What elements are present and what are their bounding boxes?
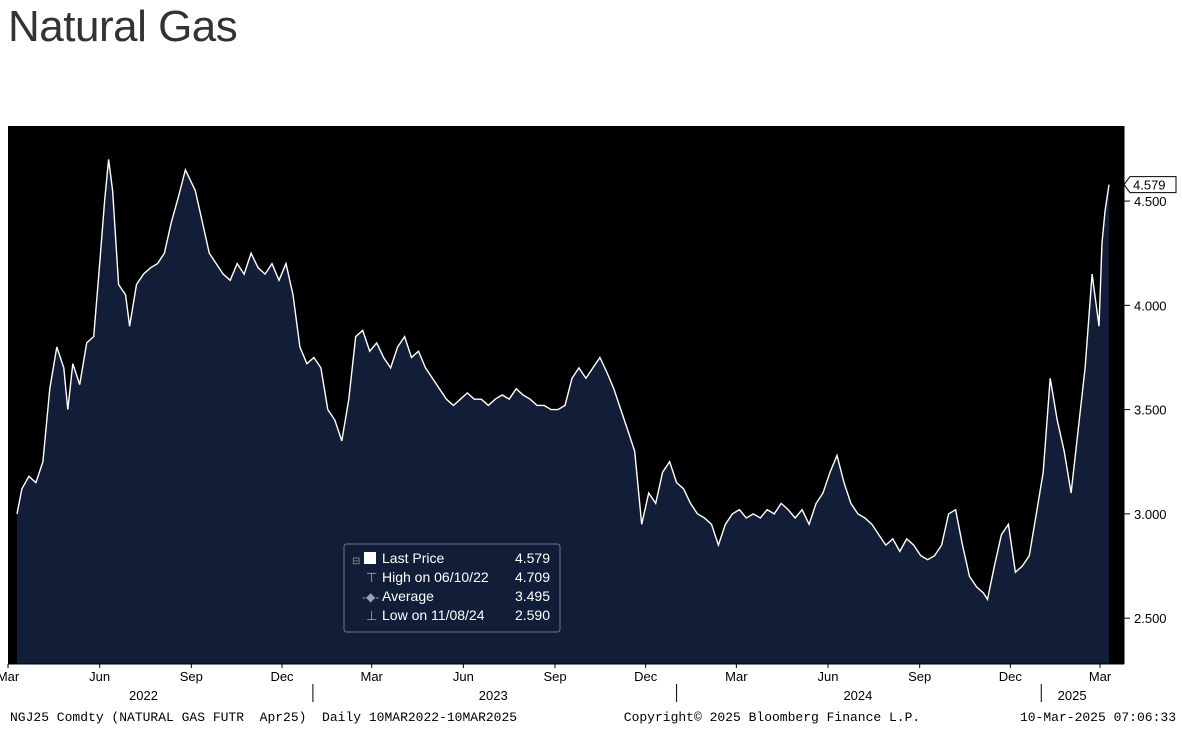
x-tick-label: Mar — [1089, 669, 1112, 684]
x-tick-label: Dec — [634, 669, 658, 684]
page-title: Natural Gas — [8, 2, 238, 51]
legend-high-icon: ⊤ — [366, 570, 377, 585]
y-tick-label: 2.500 — [1134, 611, 1167, 626]
legend-box: ⊟ Last Price 4.579 ⊤ High on 06/10/22 4.… — [343, 543, 561, 633]
x-tick-label: Jun — [818, 669, 839, 684]
x-tick-label: Jun — [89, 669, 110, 684]
legend-high-value: 4.709 — [515, 569, 550, 585]
chart-container: 2.500 3.000 3.500 4.000 4.500 Mar Jun Sep Dec Ma… — [0, 126, 1182, 726]
y-tick-label: 3.000 — [1134, 507, 1167, 522]
legend-last-price-label: Last Price — [382, 550, 444, 566]
legend-average-icon: -◆- — [362, 590, 379, 604]
legend-collapse-icon[interactable]: ⊟ — [352, 556, 360, 567]
x-tick-label: Sep — [908, 669, 931, 684]
last-price-marker: 4.579 — [1123, 176, 1177, 194]
legend-last-price-swatch — [364, 552, 376, 564]
x-tick-label: Jun — [453, 669, 474, 684]
x-tick-label: Sep — [543, 669, 566, 684]
x-tick-label: Sep — [180, 669, 203, 684]
x-year-label: 2025 — [1058, 688, 1087, 703]
x-year-label: 2024 — [843, 688, 872, 703]
legend-last-price-value: 4.579 — [515, 550, 550, 566]
x-tick-label: Mar — [0, 669, 20, 684]
y-tick-label: 3.500 — [1134, 403, 1167, 418]
legend-low-label: Low on 11/08/24 — [382, 607, 485, 623]
x-tick-label: Mar — [360, 669, 383, 684]
price-chart: 2.500 3.000 3.500 4.000 4.500 Mar Jun Sep Dec Ma… — [0, 126, 1177, 725]
legend-average-label: Average — [382, 588, 434, 604]
y-axis: 2.500 3.000 3.500 4.000 4.500 — [1124, 194, 1167, 626]
x-tick-label: Mar — [725, 669, 748, 684]
price-series-line — [16, 159, 1110, 602]
legend-average-value: 3.495 — [515, 588, 550, 604]
last-price-tag — [1123, 176, 1177, 194]
x-year-label: 2023 — [479, 688, 508, 703]
last-price-tag-label: 4.579 — [1133, 178, 1166, 193]
legend-low-icon: ⊥ — [366, 608, 377, 623]
price-area-fill — [17, 159, 1109, 664]
legend-background — [343, 543, 561, 633]
footer-copyright: Copyright© 2025 Bloomberg Finance L.P. — [624, 710, 920, 725]
y-tick-label: 4.500 — [1134, 194, 1167, 209]
x-tick-label: Dec — [270, 669, 294, 684]
y-tick-label: 4.000 — [1134, 298, 1167, 313]
legend-high-label: High on 06/10/22 — [382, 569, 489, 585]
x-tick-label: Dec — [999, 669, 1023, 684]
legend-low-value: 2.590 — [515, 607, 550, 623]
x-axis: Mar Jun Sep Dec Mar Jun Sep Dec Mar Jun Sep Dec Mar2… — [0, 664, 1112, 703]
x-year-label: 2022 — [129, 688, 158, 703]
footer-ticker-info: NGJ25 Comdty (NATURAL GAS FUTR Apr25) Da… — [10, 710, 517, 725]
footer-timestamp: 10-Mar-2025 07:06:33 — [1020, 710, 1176, 725]
